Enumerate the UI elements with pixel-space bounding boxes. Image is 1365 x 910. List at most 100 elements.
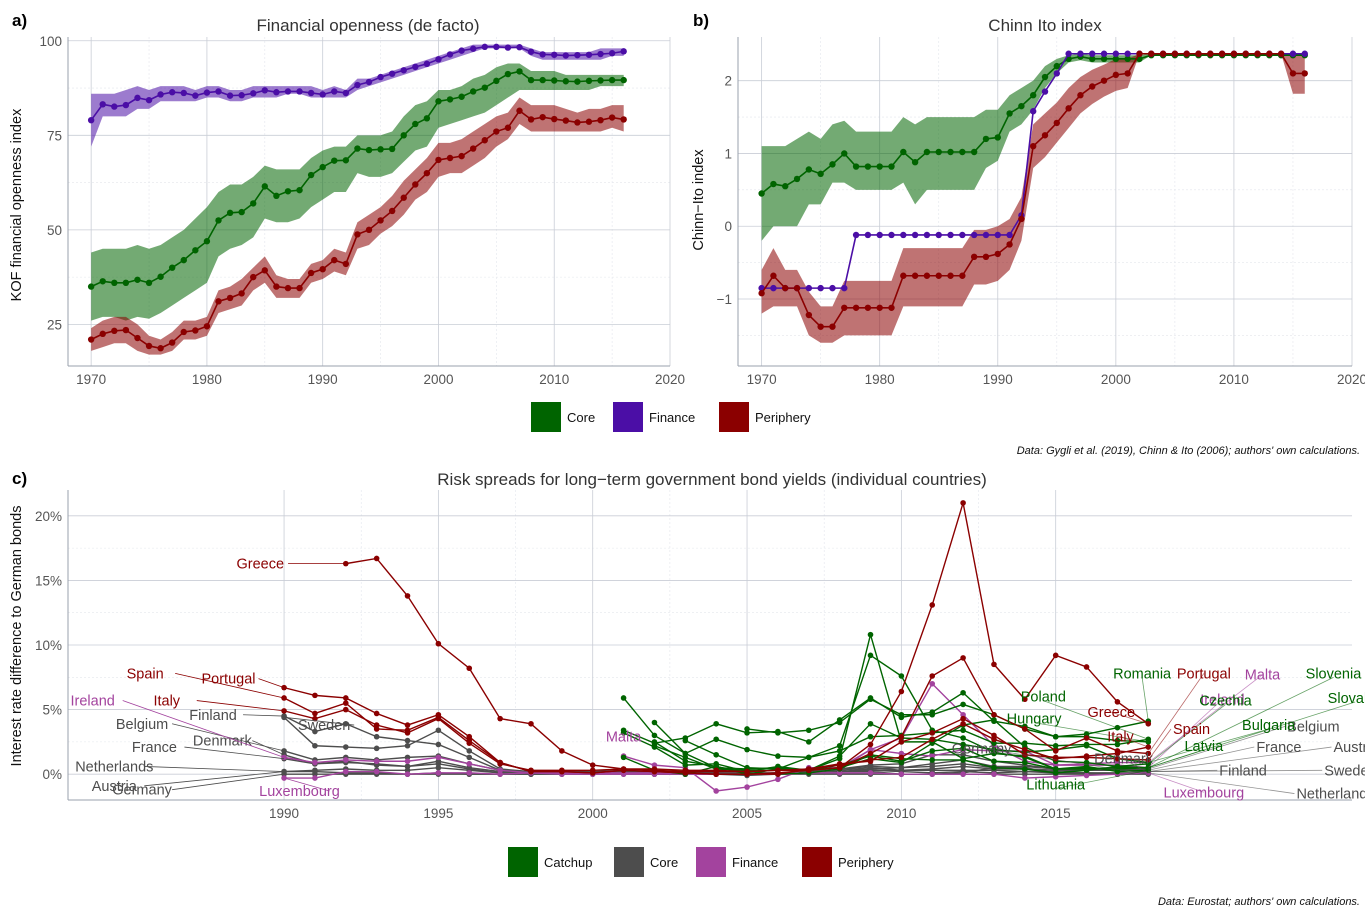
point-core <box>923 148 931 156</box>
point-periphery <box>1218 50 1226 57</box>
leader-portugal <box>258 678 285 689</box>
point-greece <box>497 715 503 722</box>
point-periphery <box>574 119 581 126</box>
point-greece <box>960 500 966 506</box>
point-romania <box>744 726 750 732</box>
point-slovakia <box>898 758 905 765</box>
leader-end-austria <box>1148 746 1332 772</box>
label-end-portugal: Portugal <box>1177 666 1231 682</box>
point-core <box>215 217 222 224</box>
point-periphery <box>1195 50 1202 57</box>
point-sweden <box>404 742 411 749</box>
plotC-xtick-label: 2000 <box>578 806 608 821</box>
point-malta <box>1052 762 1059 768</box>
point-lithuania <box>682 754 689 761</box>
point-italy <box>373 722 380 728</box>
point-periphery <box>551 115 558 123</box>
point-periphery <box>226 294 234 302</box>
point-periphery <box>111 327 118 335</box>
point-italy <box>589 767 596 774</box>
point-core <box>388 145 396 153</box>
label-end-luxembourg: Luxembourg <box>1164 785 1245 801</box>
point-periphery <box>493 128 500 135</box>
point-periphery <box>994 250 1001 258</box>
point-denmark <box>435 758 442 765</box>
leader-denmark <box>252 740 285 756</box>
point-core <box>469 88 477 95</box>
point-greece <box>528 720 534 727</box>
leader-end-portugal <box>1147 673 1205 754</box>
point-austria <box>929 763 936 770</box>
point-finance <box>122 101 130 109</box>
label-spain: Spain <box>127 666 164 682</box>
point-sweden <box>342 744 349 750</box>
point-core <box>192 247 199 254</box>
point-periphery <box>296 284 303 292</box>
point-greece <box>898 688 905 695</box>
point-core <box>516 68 523 75</box>
point-finance <box>805 284 813 292</box>
point-finance <box>1089 50 1096 57</box>
point-ireland <box>960 711 966 718</box>
point-poland <box>620 695 627 701</box>
point-italy <box>559 767 565 774</box>
point-sweden <box>312 742 318 749</box>
point-hungary <box>929 709 936 715</box>
point-finance <box>1301 50 1308 57</box>
point-core <box>168 264 176 271</box>
label-end-ireland: Ireland <box>1200 692 1244 708</box>
point-periphery <box>1041 132 1049 139</box>
point-finance <box>157 91 164 98</box>
point-core <box>319 163 326 171</box>
plotC-xtick-label: 2010 <box>886 806 916 821</box>
point-lithuania <box>651 742 658 749</box>
point-romania <box>805 727 812 734</box>
point-finance <box>273 89 280 96</box>
point-lithuania <box>991 750 997 757</box>
panel-tag-a: a) <box>12 11 27 30</box>
point-slovakia <box>991 758 997 765</box>
point-greece <box>867 741 874 748</box>
point-finance <box>504 44 512 51</box>
point-greece <box>1052 652 1059 659</box>
point-luxembourg <box>898 771 905 777</box>
point-finance <box>620 48 627 55</box>
point-core <box>620 76 627 84</box>
label-end-italy: Italy <box>1107 730 1134 746</box>
plotC-ytick-label: 20% <box>35 509 62 524</box>
point-periphery <box>458 152 465 160</box>
legend-label-core: Core <box>567 410 595 425</box>
series-line-hungary <box>623 691 1149 744</box>
point-periphery <box>970 253 978 261</box>
point-finland <box>373 733 380 740</box>
point-periphery <box>900 272 907 279</box>
point-italy <box>1022 746 1028 753</box>
label-end-finland: Finland <box>1219 763 1267 779</box>
point-hungary <box>713 720 719 727</box>
label-end-belgium: Belgium <box>1287 719 1339 735</box>
point-luxembourg <box>867 770 874 776</box>
point-italy <box>528 767 534 774</box>
leader-end-denmark <box>1123 758 1149 774</box>
plotB-ytick-label: 1 <box>724 146 732 161</box>
point-core <box>876 163 883 170</box>
point-slovakia <box>1022 759 1028 766</box>
series-line-bulgaria <box>685 722 1149 771</box>
point-periphery <box>400 194 407 201</box>
point-finance <box>1289 50 1297 57</box>
label-end-spain: Spain <box>1173 722 1210 738</box>
legend-bottom: Catchup Core Finance Periphery <box>508 847 894 877</box>
label-end-france: France <box>1256 740 1301 756</box>
point-luxembourg <box>435 770 442 776</box>
leader-spain <box>175 673 285 699</box>
point-austria <box>312 767 318 774</box>
legend-swatch-catchup <box>508 847 538 877</box>
plotA-xtick-label: 1970 <box>76 372 106 387</box>
label-luxembourg: Luxembourg <box>259 784 340 800</box>
point-finance <box>99 101 106 108</box>
label-slovakia: Slovakia <box>1328 691 1365 707</box>
point-periphery <box>864 304 872 311</box>
point-italy <box>682 768 689 775</box>
point-finance <box>446 51 454 58</box>
point-finance <box>970 231 978 239</box>
